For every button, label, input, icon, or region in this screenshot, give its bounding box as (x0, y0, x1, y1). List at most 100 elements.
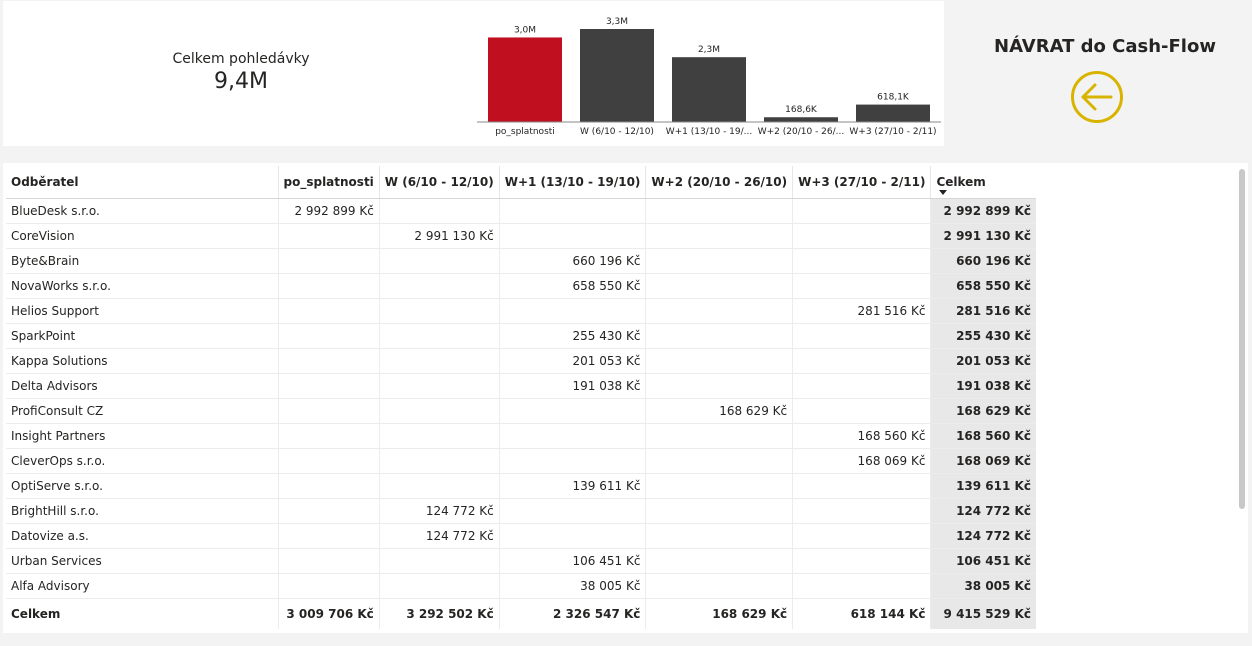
amount-cell (277, 523, 380, 549)
column-total-cell: 2 326 547 Kč (498, 598, 646, 629)
amount-cell (792, 523, 931, 549)
back-button[interactable] (1070, 70, 1124, 124)
row-total-cell: 139 611 Kč (930, 473, 1036, 499)
amount-cell: 660 196 Kč (498, 248, 646, 274)
bar[interactable] (672, 57, 746, 122)
receivables-table: Odběratel po_splatnosti W (6/10 - 12/10) W+… (6, 166, 1036, 629)
customer-name-cell: ProfiConsult CZ (6, 398, 278, 424)
table-header-row: Odběratel po_splatnosti W (6/10 - 12/10) W+… (6, 166, 1036, 199)
row-total-cell: 168 560 Kč (930, 423, 1036, 449)
amount-cell (378, 373, 500, 399)
row-total-cell: 168 629 Kč (930, 398, 1036, 424)
table-row[interactable]: BlueDesk s.r.o. 2 992 899 Kč 2 992 899 Kč (6, 198, 1036, 224)
column-header[interactable]: po_splatnosti (277, 166, 380, 199)
bar-data-label: 168,6K (785, 105, 818, 115)
column-total-cell: 3 292 502 Kč (378, 598, 500, 629)
customer-name-cell: SparkPoint (6, 323, 278, 349)
amount-cell (792, 273, 931, 299)
column-header[interactable]: W+2 (20/10 - 26/10) (645, 166, 793, 199)
amount-cell (792, 548, 931, 574)
column-header[interactable]: Celkem (930, 166, 1036, 199)
nav-title[interactable]: NÁVRAT do Cash-Flow (994, 36, 1216, 57)
total-label-cell: Celkem (11, 607, 61, 621)
amount-cell (277, 498, 380, 524)
vertical-scrollbar[interactable] (1239, 169, 1245, 509)
table-row[interactable]: Urban Services 106 451 Kč 106 451 Kč (6, 548, 1036, 574)
row-total-cell: 255 430 Kč (930, 323, 1036, 349)
amount-cell (645, 298, 793, 324)
amount-cell (498, 223, 646, 249)
amount-cell (378, 448, 500, 474)
amount-cell (498, 523, 646, 549)
amount-cell (792, 498, 931, 524)
table-row[interactable]: Alfa Advisory 38 005 Kč 38 005 Kč (6, 573, 1036, 599)
amount-cell (645, 198, 793, 224)
bar[interactable] (856, 104, 930, 122)
column-header[interactable]: W+1 (13/10 - 19/10) (498, 166, 646, 199)
table-row[interactable]: Delta Advisors 191 038 Kč 191 038 Kč (6, 373, 1036, 399)
table-row[interactable]: OptiServe s.r.o. 139 611 Kč 139 611 Kč (6, 473, 1036, 499)
bar-chart: 3,0M po_splatnosti 3,3M W (6/10 - 12/10) 2,3… (477, 17, 941, 137)
row-total-cell: 658 550 Kč (930, 273, 1036, 299)
amount-cell (277, 473, 380, 499)
bar[interactable] (488, 37, 562, 122)
summary-panel: Celkem pohledávky 9,4M 3,0M po_splatnosti… (3, 1, 944, 146)
customer-name-cell: Urban Services (6, 548, 278, 574)
customer-name-cell: Insight Partners (6, 423, 278, 449)
table-row[interactable]: Insight Partners 168 560 Kč 168 560 Kč (6, 423, 1036, 449)
amount-cell (645, 273, 793, 299)
table-row[interactable]: Datovize a.s. 124 772 Kč 124 772 Kč (6, 523, 1036, 549)
amount-cell (378, 423, 500, 449)
bar[interactable] (764, 117, 838, 122)
amount-cell (792, 223, 931, 249)
amount-cell (378, 473, 500, 499)
customer-name-cell: BlueDesk s.r.o. (6, 198, 278, 224)
column-header[interactable]: W (6/10 - 12/10) (378, 166, 500, 199)
amount-cell (378, 273, 500, 299)
table-row[interactable]: CleverOps s.r.o. 168 069 Kč 168 069 Kč (6, 448, 1036, 474)
amount-cell (498, 498, 646, 524)
bar-data-label: 3,0M (514, 25, 536, 35)
row-total-cell: 124 772 Kč (930, 498, 1036, 524)
customer-name-cell: NovaWorks s.r.o. (6, 273, 278, 299)
table-row[interactable]: SparkPoint 255 430 Kč 255 430 Kč (6, 323, 1036, 349)
amount-cell (378, 348, 500, 374)
customer-name-cell: CleverOps s.r.o. (6, 448, 278, 474)
column-total-cell: 9 415 529 Kč (930, 598, 1036, 629)
amount-cell (792, 398, 931, 424)
amount-cell (277, 398, 380, 424)
table-row[interactable]: ProfiConsult CZ 168 629 Kč 168 629 Kč (6, 398, 1036, 424)
sort-descending-icon[interactable] (939, 190, 948, 195)
amount-cell (277, 248, 380, 274)
customer-name-cell: CoreVision (6, 223, 278, 249)
table-row[interactable]: Byte&Brain 660 196 Kč 660 196 Kč (6, 248, 1036, 274)
column-total-cell: 168 629 Kč (645, 598, 793, 629)
customer-name-cell: Helios Support (6, 298, 278, 324)
row-total-cell: 168 069 Kč (930, 448, 1036, 474)
amount-cell: 658 550 Kč (498, 273, 646, 299)
table-row[interactable]: CoreVision 2 991 130 Kč 2 991 130 Kč (6, 223, 1036, 249)
amount-cell: 124 772 Kč (378, 498, 500, 524)
column-header[interactable]: Odběratel (6, 166, 278, 199)
amount-cell (277, 273, 380, 299)
column-total-cell: 3 009 706 Kč (277, 598, 380, 629)
amount-cell: 2 991 130 Kč (378, 223, 500, 249)
amount-cell (792, 323, 931, 349)
amount-cell (277, 423, 380, 449)
column-header[interactable]: W+3 (27/10 - 2/11) (792, 166, 931, 199)
row-total-cell: 2 992 899 Kč (930, 198, 1036, 224)
bar[interactable] (580, 29, 654, 122)
table-row[interactable]: Kappa Solutions 201 053 Kč 201 053 Kč (6, 348, 1036, 374)
amount-cell (792, 573, 931, 599)
amount-cell: 139 611 Kč (498, 473, 646, 499)
row-total-cell: 191 038 Kč (930, 373, 1036, 399)
table-row[interactable]: Helios Support 281 516 Kč 281 516 Kč (6, 298, 1036, 324)
table-row[interactable]: NovaWorks s.r.o. 658 550 Kč 658 550 Kč (6, 273, 1036, 299)
customer-name-cell: Kappa Solutions (6, 348, 278, 374)
receivables-table-panel: Odběratel po_splatnosti W (6/10 - 12/10) W+… (3, 163, 1248, 633)
amount-cell (645, 423, 793, 449)
row-total-cell: 281 516 Kč (930, 298, 1036, 324)
x-axis-tick-label: po_splatnosti (495, 127, 555, 137)
table-row[interactable]: BrightHill s.r.o. 124 772 Kč 124 772 Kč (6, 498, 1036, 524)
amount-cell (378, 323, 500, 349)
